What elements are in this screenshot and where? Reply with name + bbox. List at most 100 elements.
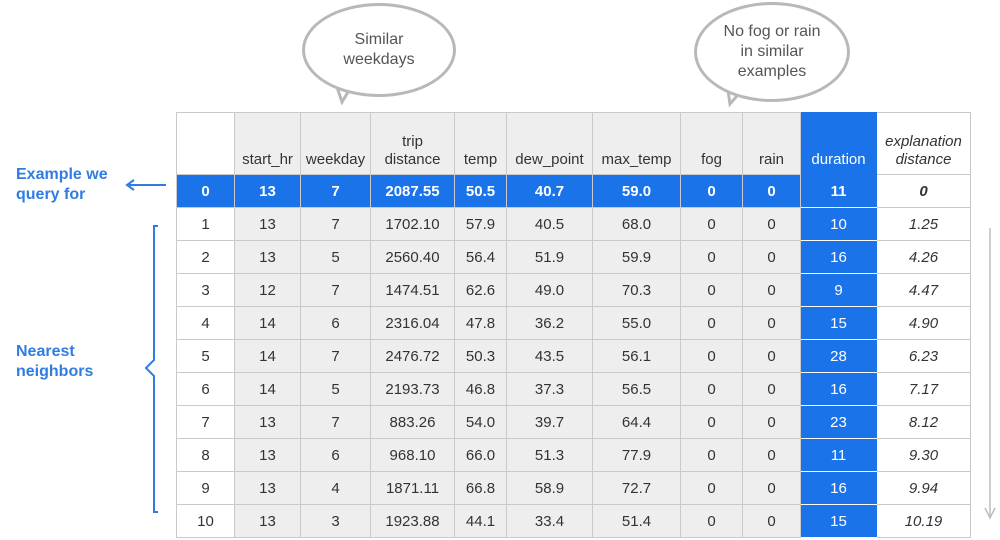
cell-temp: 54.0 bbox=[454, 405, 507, 439]
cell-fog: 0 bbox=[680, 405, 743, 439]
header-weekday: weekday bbox=[300, 112, 371, 175]
cell-duration: 9 bbox=[800, 273, 877, 307]
cell-max-temp: 72.7 bbox=[592, 471, 681, 505]
cell-fog: 0 bbox=[680, 504, 743, 538]
query-cell-weekday: 7 bbox=[300, 174, 371, 208]
query-cell-start-hr: 13 bbox=[234, 174, 301, 208]
cell-max-temp: 77.9 bbox=[592, 438, 681, 472]
cell-index: 10 bbox=[176, 504, 235, 538]
cell-rain: 0 bbox=[742, 405, 801, 439]
cell-trip-distance: 883.26 bbox=[370, 405, 455, 439]
table-row: 9 13 4 1871.11 66.8 58.9 72.7 0 0 16 9.94 bbox=[176, 471, 971, 505]
cell-dew-point: 37.3 bbox=[506, 372, 593, 406]
cell-explanation-distance: 7.17 bbox=[876, 372, 971, 406]
cell-explanation-distance: 4.47 bbox=[876, 273, 971, 307]
speech-bubble-weather: No fog or rain in similar examples bbox=[694, 2, 850, 102]
cell-dew-point: 51.9 bbox=[506, 240, 593, 274]
cell-trip-distance: 1871.11 bbox=[370, 471, 455, 505]
cell-duration: 16 bbox=[800, 240, 877, 274]
cell-fog: 0 bbox=[680, 273, 743, 307]
cell-temp: 66.8 bbox=[454, 471, 507, 505]
header-dew-point: dew_point bbox=[506, 112, 593, 175]
cell-duration: 11 bbox=[800, 438, 877, 472]
cell-trip-distance: 1702.10 bbox=[370, 207, 455, 241]
cell-explanation-distance: 8.12 bbox=[876, 405, 971, 439]
cell-rain: 0 bbox=[742, 306, 801, 340]
cell-fog: 0 bbox=[680, 240, 743, 274]
cell-start-hr: 14 bbox=[234, 372, 301, 406]
table-row: 6 14 5 2193.73 46.8 37.3 56.5 0 0 16 7.17 bbox=[176, 372, 971, 406]
cell-duration: 28 bbox=[800, 339, 877, 373]
cell-fog: 0 bbox=[680, 207, 743, 241]
table-row: 7 13 7 883.26 54.0 39.7 64.4 0 0 23 8.12 bbox=[176, 405, 971, 439]
cell-index: 8 bbox=[176, 438, 235, 472]
query-index-cell: 0 bbox=[176, 174, 235, 208]
query-cell-trip-distance: 2087.55 bbox=[370, 174, 455, 208]
header-trip-distance: trip distance bbox=[370, 112, 455, 175]
cell-start-hr: 13 bbox=[234, 405, 301, 439]
header-duration: duration bbox=[800, 112, 877, 175]
cell-explanation-distance: 9.94 bbox=[876, 471, 971, 505]
cell-duration: 10 bbox=[800, 207, 877, 241]
cell-dew-point: 36.2 bbox=[506, 306, 593, 340]
cell-index: 3 bbox=[176, 273, 235, 307]
cell-trip-distance: 2193.73 bbox=[370, 372, 455, 406]
cell-duration: 16 bbox=[800, 372, 877, 406]
cell-index: 2 bbox=[176, 240, 235, 274]
query-cell-temp: 50.5 bbox=[454, 174, 507, 208]
cell-start-hr: 13 bbox=[234, 240, 301, 274]
cell-start-hr: 13 bbox=[234, 207, 301, 241]
cell-dew-point: 33.4 bbox=[506, 504, 593, 538]
cell-index: 7 bbox=[176, 405, 235, 439]
cell-start-hr: 12 bbox=[234, 273, 301, 307]
query-cell-fog: 0 bbox=[680, 174, 743, 208]
table-row: 8 13 6 968.10 66.0 51.3 77.9 0 0 11 9.30 bbox=[176, 438, 971, 472]
cell-fog: 0 bbox=[680, 306, 743, 340]
cell-max-temp: 56.5 bbox=[592, 372, 681, 406]
cell-weekday: 7 bbox=[300, 273, 371, 307]
table-row: 10 13 3 1923.88 44.1 33.4 51.4 0 0 15 10.19 bbox=[176, 504, 971, 538]
bubble-text-weekdays: Similar weekdays bbox=[343, 31, 415, 68]
cell-weekday: 6 bbox=[300, 438, 371, 472]
cell-dew-point: 39.7 bbox=[506, 405, 593, 439]
cell-rain: 0 bbox=[742, 438, 801, 472]
cell-rain: 0 bbox=[742, 207, 801, 241]
table-row: 5 14 7 2476.72 50.3 43.5 56.1 0 0 28 6.23 bbox=[176, 339, 971, 373]
cell-duration: 15 bbox=[800, 306, 877, 340]
neighbors-label: Nearest neighbors bbox=[16, 343, 94, 380]
cell-explanation-distance: 9.30 bbox=[876, 438, 971, 472]
cell-index: 9 bbox=[176, 471, 235, 505]
query-row: 0 13 7 2087.55 50.5 40.7 59.0 0 0 11 0 bbox=[176, 174, 971, 208]
cell-weekday: 7 bbox=[300, 405, 371, 439]
cell-dew-point: 40.5 bbox=[506, 207, 593, 241]
cell-trip-distance: 2560.40 bbox=[370, 240, 455, 274]
table-row: 4 14 6 2316.04 47.8 36.2 55.0 0 0 15 4.90 bbox=[176, 306, 971, 340]
query-cell-duration: 11 bbox=[800, 174, 877, 208]
cell-weekday: 5 bbox=[300, 372, 371, 406]
table-row: 1 13 7 1702.10 57.9 40.5 68.0 0 0 10 1.25 bbox=[176, 207, 971, 241]
cell-temp: 62.6 bbox=[454, 273, 507, 307]
query-cell-rain: 0 bbox=[742, 174, 801, 208]
cell-temp: 50.3 bbox=[454, 339, 507, 373]
cell-index: 6 bbox=[176, 372, 235, 406]
cell-temp: 44.1 bbox=[454, 504, 507, 538]
header-index bbox=[176, 112, 235, 175]
query-cell-explanation-distance: 0 bbox=[876, 174, 971, 208]
header-fog: fog bbox=[680, 112, 743, 175]
cell-duration: 16 bbox=[800, 471, 877, 505]
bubble-text-weather: No fog or rain in similar examples bbox=[723, 23, 821, 80]
header-rain: rain bbox=[742, 112, 801, 175]
cell-rain: 0 bbox=[742, 339, 801, 373]
cell-index: 5 bbox=[176, 339, 235, 373]
cell-weekday: 7 bbox=[300, 339, 371, 373]
speech-bubble-weekdays: Similar weekdays bbox=[302, 3, 456, 97]
cell-index: 4 bbox=[176, 306, 235, 340]
cell-start-hr: 13 bbox=[234, 471, 301, 505]
cell-temp: 47.8 bbox=[454, 306, 507, 340]
cell-explanation-distance: 4.26 bbox=[876, 240, 971, 274]
cell-fog: 0 bbox=[680, 438, 743, 472]
cell-trip-distance: 968.10 bbox=[370, 438, 455, 472]
cell-dew-point: 49.0 bbox=[506, 273, 593, 307]
cell-weekday: 6 bbox=[300, 306, 371, 340]
header-max-temp: max_temp bbox=[592, 112, 681, 175]
